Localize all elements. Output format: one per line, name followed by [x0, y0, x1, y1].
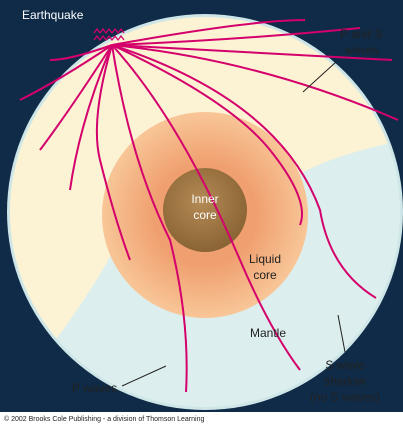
copyright: © 2002 Brooks Cole Publishing - a divisi…: [4, 415, 204, 423]
inner-core-label: core: [193, 208, 217, 222]
liquid-core-label: core: [253, 268, 277, 282]
p-s-label: waves: [344, 43, 379, 57]
earth-diagram: Earthquake P and S waves Inner core Liqu…: [0, 0, 403, 424]
liquid-core-label: Liquid: [249, 252, 281, 266]
inner-core-label: Inner: [191, 192, 218, 206]
p-waves-label: P waves: [72, 381, 117, 395]
shadow-label: S wave: [325, 358, 365, 372]
shadow-label: shadow: [324, 374, 366, 388]
p-s-label: P and S: [340, 27, 382, 41]
earthquake-label: Earthquake: [22, 8, 84, 22]
shadow-label: (no S waves): [310, 390, 380, 404]
mantle-label: Mantle: [250, 326, 286, 340]
